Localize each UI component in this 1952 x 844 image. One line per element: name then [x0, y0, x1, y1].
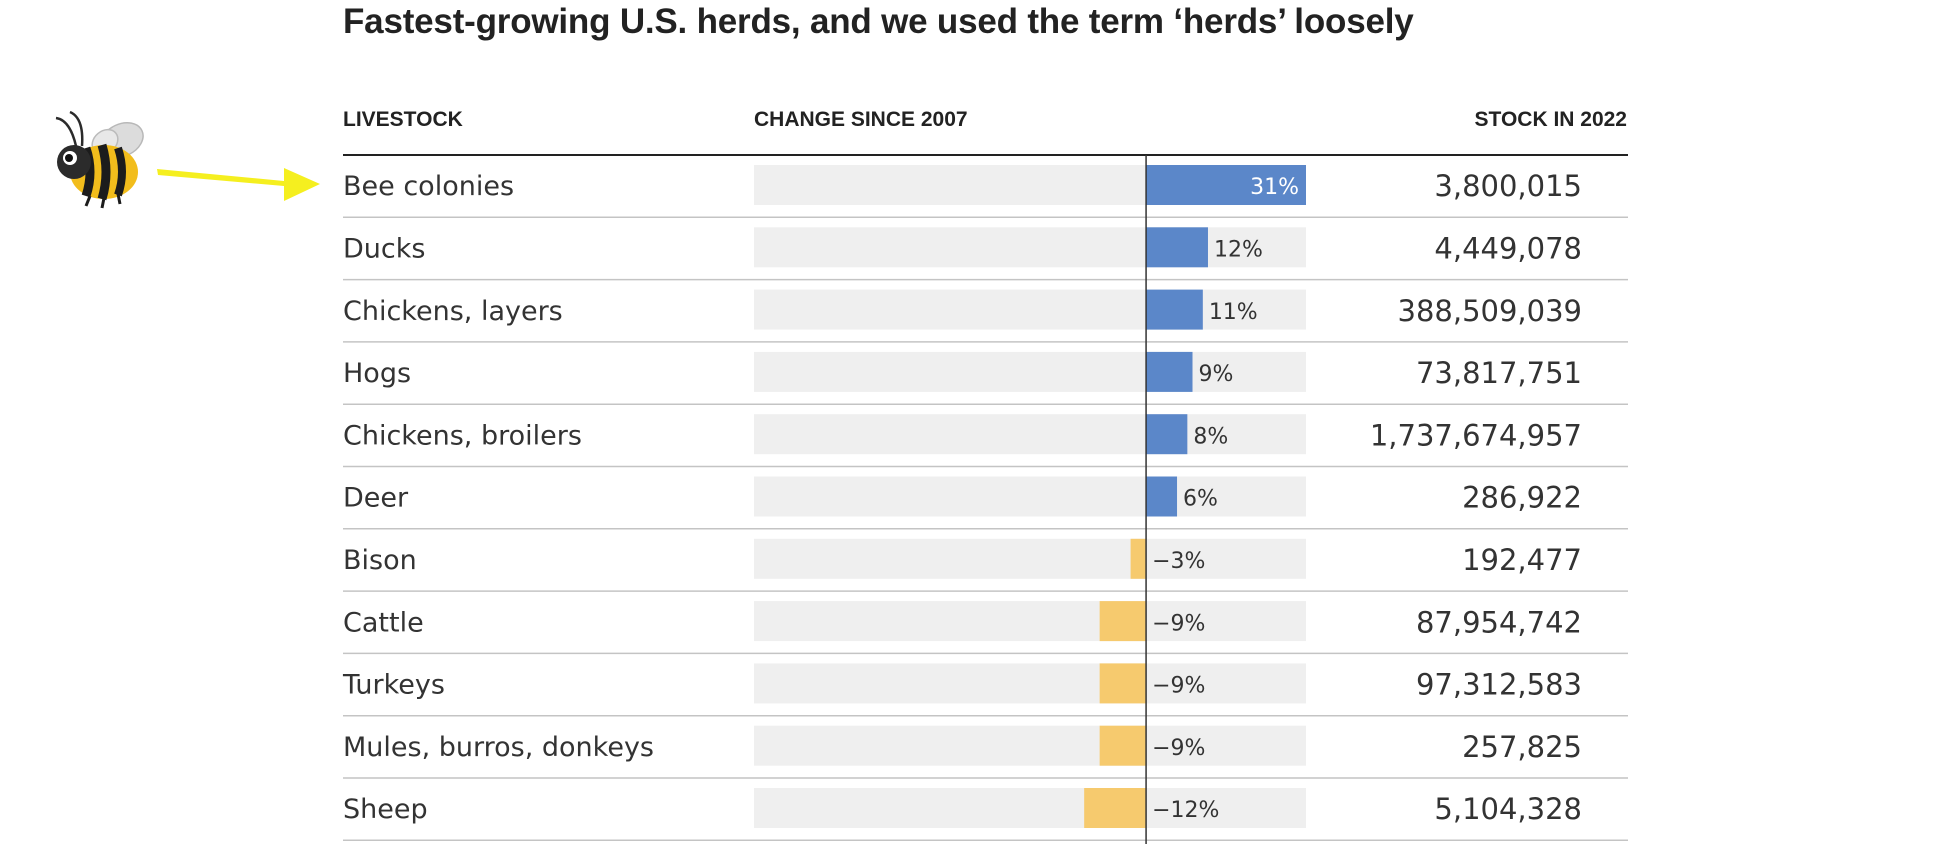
stock-value: 5,104,328 — [1434, 792, 1582, 826]
row-label: Chickens, layers — [343, 296, 563, 327]
bar — [1099, 725, 1147, 766]
data-label: −12% — [1152, 798, 1219, 823]
row-label: Hogs — [343, 358, 411, 389]
row-label: Bee colonies — [343, 171, 514, 202]
table-row: Bison −3% 192,477 — [343, 538, 1628, 592]
stock-value: 388,509,039 — [1398, 294, 1583, 328]
bar-track — [754, 601, 1306, 642]
bar — [1146, 414, 1188, 455]
stock-value: 73,817,751 — [1416, 356, 1582, 390]
data-label: 11% — [1209, 300, 1258, 325]
bar — [1099, 663, 1147, 704]
stock-value: 3,800,015 — [1434, 169, 1582, 203]
stock-value: 192,477 — [1462, 543, 1582, 577]
stock-value: 286,922 — [1462, 481, 1582, 515]
bar-track — [754, 538, 1306, 579]
data-label: 12% — [1214, 237, 1263, 262]
row-label: Turkeys — [342, 670, 445, 701]
table-row: Mules, burros, donkeys −9% 257,825 — [343, 725, 1628, 779]
row-label: Deer — [343, 483, 409, 514]
bee-icon — [55, 110, 144, 209]
row-label: Mules, burros, donkeys — [343, 732, 654, 763]
data-label: −9% — [1152, 674, 1205, 699]
data-label: −9% — [1152, 611, 1205, 636]
table-row: Turkeys −9% 97,312,583 — [342, 663, 1628, 717]
stock-value: 87,954,742 — [1416, 605, 1582, 639]
bar — [1146, 351, 1193, 392]
bar-track — [754, 788, 1306, 828]
stock-value: 1,737,674,957 — [1370, 418, 1582, 452]
stock-value: 257,825 — [1462, 730, 1582, 764]
bar-track — [754, 476, 1306, 517]
table-row: Hogs 9% 73,817,751 — [343, 351, 1628, 405]
table-row: Ducks 12% 4,449,078 — [343, 227, 1628, 281]
row-label: Cattle — [343, 607, 424, 638]
row-label: Bison — [343, 545, 417, 576]
table-row: Sheep −12% 5,104,328 — [343, 788, 1628, 842]
data-label: −9% — [1152, 736, 1205, 761]
header-stock: STOCK IN 2022 — [1474, 108, 1627, 131]
data-label: 9% — [1199, 362, 1234, 387]
arrow-icon — [157, 168, 320, 201]
bar-track — [754, 414, 1306, 455]
data-label: −3% — [1152, 549, 1205, 574]
header-change: CHANGE SINCE 2007 — [754, 108, 968, 131]
bar — [1084, 788, 1147, 828]
rows: Bee colonies 31% 3,800,015 Ducks 12% 4,449,07… — [342, 165, 1628, 842]
bar — [1146, 227, 1208, 268]
row-label: Sheep — [343, 794, 428, 825]
bar-track — [754, 227, 1306, 268]
row-label: Ducks — [343, 233, 425, 264]
row-label: Chickens, broilers — [343, 420, 582, 451]
bar — [1146, 289, 1203, 330]
bar — [1146, 165, 1306, 205]
bar — [1130, 538, 1147, 579]
bar-track — [754, 289, 1306, 330]
stock-value: 97,312,583 — [1416, 668, 1582, 702]
table-row: Deer 6% 286,922 — [343, 476, 1628, 530]
header-livestock: LIVESTOCK — [343, 108, 463, 131]
data-label: 6% — [1183, 487, 1218, 512]
table-row: Cattle −9% 87,954,742 — [343, 601, 1628, 655]
data-label: 31% — [1250, 175, 1299, 200]
bar-track — [754, 725, 1306, 766]
table-row: Bee colonies 31% 3,800,015 — [343, 165, 1628, 219]
chart-title: Fastest-growing U.S. herds, and we used … — [343, 2, 1414, 41]
bar-track — [754, 351, 1306, 392]
stock-value: 4,449,078 — [1434, 231, 1582, 265]
table-row: Chickens, layers 11% 388,509,039 — [343, 289, 1628, 343]
data-label: 8% — [1193, 424, 1228, 449]
bar-track — [754, 663, 1306, 704]
table-row: Chickens, broilers 8% 1,737,674,957 — [343, 414, 1628, 468]
bar — [1099, 601, 1147, 642]
bar — [1146, 476, 1178, 517]
